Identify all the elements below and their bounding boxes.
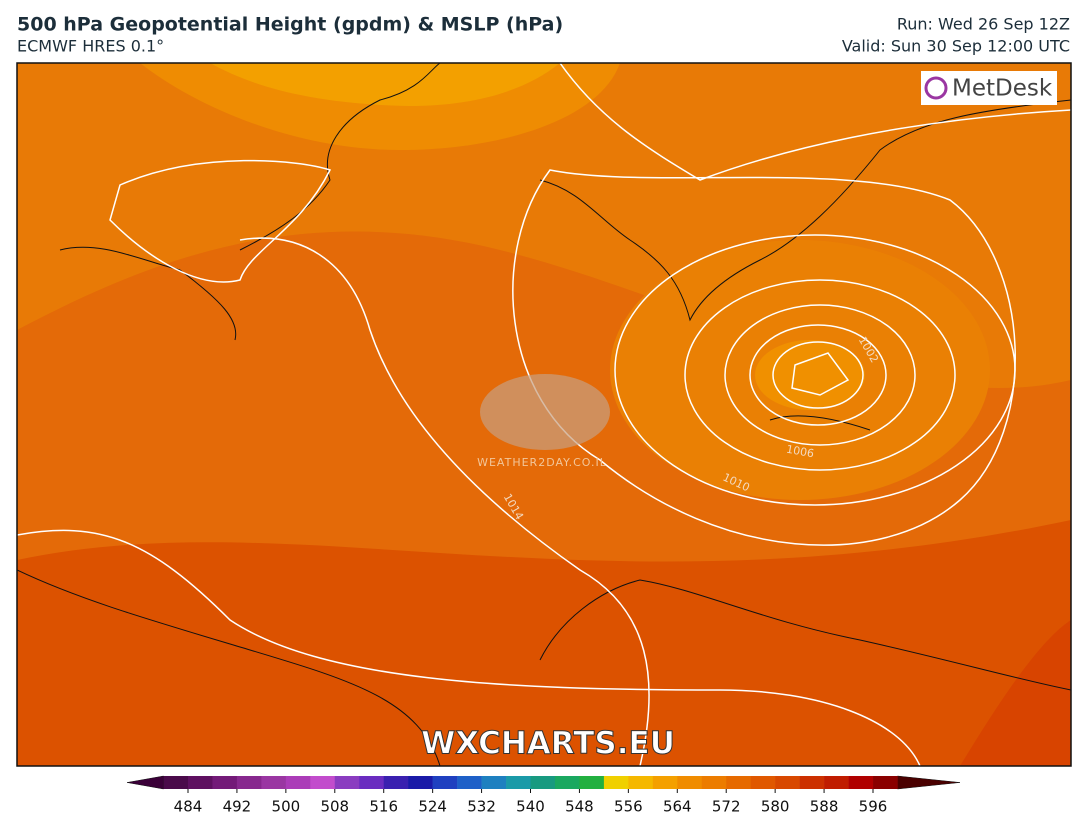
colorbar-tick-label: 588: [810, 798, 839, 816]
colorbar-end: [126, 775, 164, 790]
colorbar-swatch: [457, 776, 482, 789]
height-field: [755, 340, 865, 410]
colorbar-tick-label: 572: [712, 798, 741, 816]
isobar-label: 1006: [785, 443, 815, 461]
colorbar-tick-label: 524: [418, 798, 447, 816]
height-field: [210, 63, 560, 106]
colorbar-tick-label: 548: [565, 798, 594, 816]
logo-box: [921, 71, 1057, 105]
colorbar-tick-label: 492: [223, 798, 252, 816]
colorbar-swatch: [261, 776, 287, 789]
colorbar-swatch: [408, 776, 433, 789]
logo-icon: [924, 76, 948, 100]
coastlines: [17, 63, 1071, 766]
colorbar-end: [897, 775, 961, 790]
colorbar-swatch: [310, 776, 336, 789]
colorbar-swatch: [163, 776, 189, 789]
colorbar-swatch: [359, 776, 384, 789]
watermark: WEATHER2DAY.CO.IL: [477, 456, 607, 469]
colorbar-swatch: [530, 776, 556, 789]
logo-text: MetDesk: [952, 76, 1053, 102]
colorbar-swatch: [873, 776, 898, 789]
colorbar-tick-label: 484: [174, 798, 203, 816]
colorbar: 484 492 500 508 516 524 532 540 548 556 564 572 580 5…: [126, 775, 961, 816]
colorbar-swatch: [750, 776, 776, 789]
colorbar-swatch: [824, 776, 849, 789]
colorbar-tick-label: 596: [859, 798, 888, 816]
watermark-icon: [480, 374, 610, 450]
colorbar-swatch: [799, 776, 825, 789]
colorbar-swatch: [701, 776, 727, 789]
height-field: [17, 520, 1071, 766]
colorbar-swatch: [334, 776, 360, 789]
title: 500 hPa Geopotential Height (gpdm) & MSL…: [17, 14, 563, 36]
colorbar-swatch: [579, 776, 605, 789]
colorbar-tick-label: 532: [467, 798, 496, 816]
colorbar-swatch: [481, 776, 507, 789]
colorbar-swatch: [432, 776, 458, 789]
colorbar-swatch: [848, 776, 874, 789]
colorbar-tick-label: 500: [272, 798, 301, 816]
colorbar-tick-label: 580: [761, 798, 790, 816]
valid-time: Valid: Sun 30 Sep 12:00 UTC: [842, 37, 1070, 56]
colorbar-swatch: [628, 776, 654, 789]
subtitle: ECMWF HRES 0.1°: [17, 37, 164, 56]
colorbar-tick-label: 508: [320, 798, 349, 816]
colorbar-swatch: [603, 776, 629, 789]
colorbar-swatch: [236, 776, 262, 789]
colorbar-swatch: [285, 776, 311, 789]
colorbar-tick-label: 540: [516, 798, 545, 816]
footer-brand: WXCHARTS.EU: [421, 726, 675, 762]
colorbar-swatch: [212, 776, 238, 789]
map-frame: [16, 62, 1072, 767]
colorbar-tick-label: 556: [614, 798, 643, 816]
colorbar-swatch: [775, 776, 800, 789]
colorbar-swatch: [187, 776, 213, 789]
isobars: [17, 63, 1071, 766]
colorbar-swatch: [726, 776, 751, 789]
height-field: [960, 620, 1071, 766]
colorbar-swatch: [554, 776, 580, 789]
colorbar-swatch: [652, 776, 678, 789]
colorbar-swatch: [383, 776, 409, 789]
colorbar-swatch: [677, 776, 703, 789]
colorbar-swatch: [506, 776, 531, 789]
colorbar-tick-label: 564: [663, 798, 692, 816]
run-time: Run: Wed 26 Sep 12Z: [897, 15, 1070, 34]
colorbar-tick-label: 516: [369, 798, 398, 816]
